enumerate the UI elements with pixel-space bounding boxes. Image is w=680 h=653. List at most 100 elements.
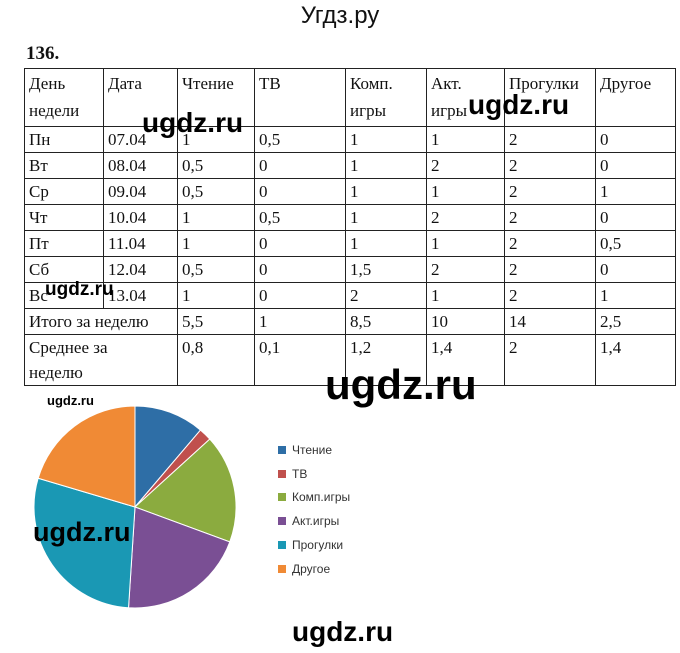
table-cell: 1 [345, 152, 427, 179]
table-average-row: Среднее за неделю 0,8 0,1 1,2 1,4 2 1,4 [24, 334, 676, 386]
average-label: Среднее за неделю [24, 334, 178, 386]
legend-item: Прогулки [278, 533, 350, 557]
table-cell: 12.04 [103, 256, 178, 283]
table-cell: 2 [504, 178, 596, 205]
header-walks: Прогулки [504, 68, 596, 127]
table-cell: 1 [345, 126, 427, 153]
table-cell: 1 [345, 204, 427, 231]
legend-item: ТВ [278, 462, 350, 486]
table-cell: 1 [426, 178, 505, 205]
table-row: Сб 12.04 0,5 0 1,5 2 2 0 [24, 256, 676, 283]
table-cell: 2 [504, 204, 596, 231]
table-row: Пн 07.04 1 0,5 1 1 2 0 [24, 126, 676, 153]
watermark: ugdz.ru [142, 107, 244, 138]
table-cell: Пт [24, 230, 104, 257]
table-cell: 1 [177, 230, 255, 257]
table-cell: 2 [345, 282, 427, 309]
header-other: Другое [595, 68, 676, 127]
table-cell: 0 [254, 178, 346, 205]
table-cell: 2 [504, 256, 596, 283]
legend-label: Другое [292, 561, 331, 576]
watermark: ugdz.ru [468, 89, 570, 120]
table-cell: 1 [345, 230, 427, 257]
legend-item: Комп.игры [278, 486, 350, 510]
table-cell: 0,5 [177, 256, 255, 283]
table-cell: 2 [426, 256, 505, 283]
legend-swatch [278, 564, 286, 573]
table-cell: Вт [24, 152, 104, 179]
table-cell: 0,1 [254, 334, 346, 386]
table-row: Вт 08.04 0,5 0 1 2 2 0 [24, 152, 676, 179]
table-cell: Сб [24, 256, 104, 283]
table-cell: 09.04 [103, 178, 178, 205]
pie-slice [33, 477, 136, 609]
table-cell: 13.04 [103, 282, 178, 309]
header-day: День недели [24, 68, 104, 127]
table-cell: 2 [504, 152, 596, 179]
table-cell: Вс [24, 282, 104, 309]
table-cell: 1 [426, 126, 505, 153]
table-cell: 1 [177, 282, 255, 309]
table-cell: 1 [595, 178, 676, 205]
table-cell: Чт [24, 204, 104, 231]
table-cell: 0,5 [177, 152, 255, 179]
pie-slice [134, 405, 202, 509]
header-computer-games: Комп. игры [345, 68, 427, 127]
legend-item: Другое [278, 557, 350, 581]
table-cell: 1 [177, 204, 255, 231]
table-cell: 11.04 [103, 230, 178, 257]
task-number: 136. [26, 43, 60, 64]
table-cell: 14 [504, 308, 596, 335]
watermark: ugdz.ru [325, 361, 477, 408]
header-tv: ТВ [254, 68, 346, 127]
pie-slice [37, 405, 136, 508]
table-cell: 0 [254, 282, 346, 309]
table-cell: 10.04 [103, 204, 178, 231]
legend-item: Акт.игры [278, 509, 350, 533]
watermark: ugdz.ru [292, 616, 394, 647]
table-cell: 08.04 [103, 152, 178, 179]
legend-label: ТВ [292, 466, 308, 481]
legend-swatch [278, 469, 286, 478]
chart-legend: Чтение ТВ Комп.игры Акт.игры Прогулки Другое [278, 438, 350, 581]
table-cell: 5,5 [177, 308, 255, 335]
legend-label: Комп.игры [292, 490, 351, 505]
table-cell: 1 [426, 282, 505, 309]
table-cell: 0,5 [254, 204, 346, 231]
header-date: Дата [103, 68, 178, 127]
table-cell: 0,5 [595, 230, 676, 257]
table-cell: 2 [504, 334, 596, 386]
legend-label: Акт.игры [292, 514, 340, 529]
table-cell: 0 [595, 256, 676, 283]
header-reading: Чтение [177, 68, 255, 127]
table-cell: 0,5 [254, 126, 346, 153]
table-cell: Пн [24, 126, 104, 153]
activity-table: День недели Дата Чтение ТВ Комп. игры Акт.… [24, 68, 676, 386]
table-cell: 0 [595, 204, 676, 231]
table-cell: 0 [595, 152, 676, 179]
table-total-row: Итого за неделю 5,5 1 8,5 10 14 2,5 [24, 308, 676, 335]
table-cell: 0,5 [177, 178, 255, 205]
table-cell: 0,8 [177, 334, 255, 386]
legend-label: Прогулки [292, 538, 344, 553]
table-row: Пт 11.04 1 0 1 1 2 0,5 [24, 230, 676, 257]
table-cell: 1,4 [595, 334, 676, 386]
legend-swatch [278, 517, 286, 526]
table-cell: 2 [504, 282, 596, 309]
table-cell: 2 [504, 126, 596, 153]
table-cell: 0 [254, 256, 346, 283]
legend-label: Чтение [292, 442, 333, 457]
table-row: Чт 10.04 1 0,5 1 2 2 0 [24, 204, 676, 231]
table-cell: 0 [254, 152, 346, 179]
legend-swatch [278, 541, 286, 550]
table-cell: 1 [426, 230, 505, 257]
table-header-row: День недели Дата Чтение ТВ Комп. игры Акт.… [24, 68, 676, 127]
table-cell: 10 [426, 308, 505, 335]
table-cell: 8,5 [345, 308, 427, 335]
total-label: Итого за неделю [24, 308, 178, 335]
table-cell: 1,5 [345, 256, 427, 283]
table-cell: Ср [24, 178, 104, 205]
pie-chart [33, 405, 237, 609]
table-cell: 1 [345, 178, 427, 205]
watermark: ugdz.ru [33, 517, 131, 547]
